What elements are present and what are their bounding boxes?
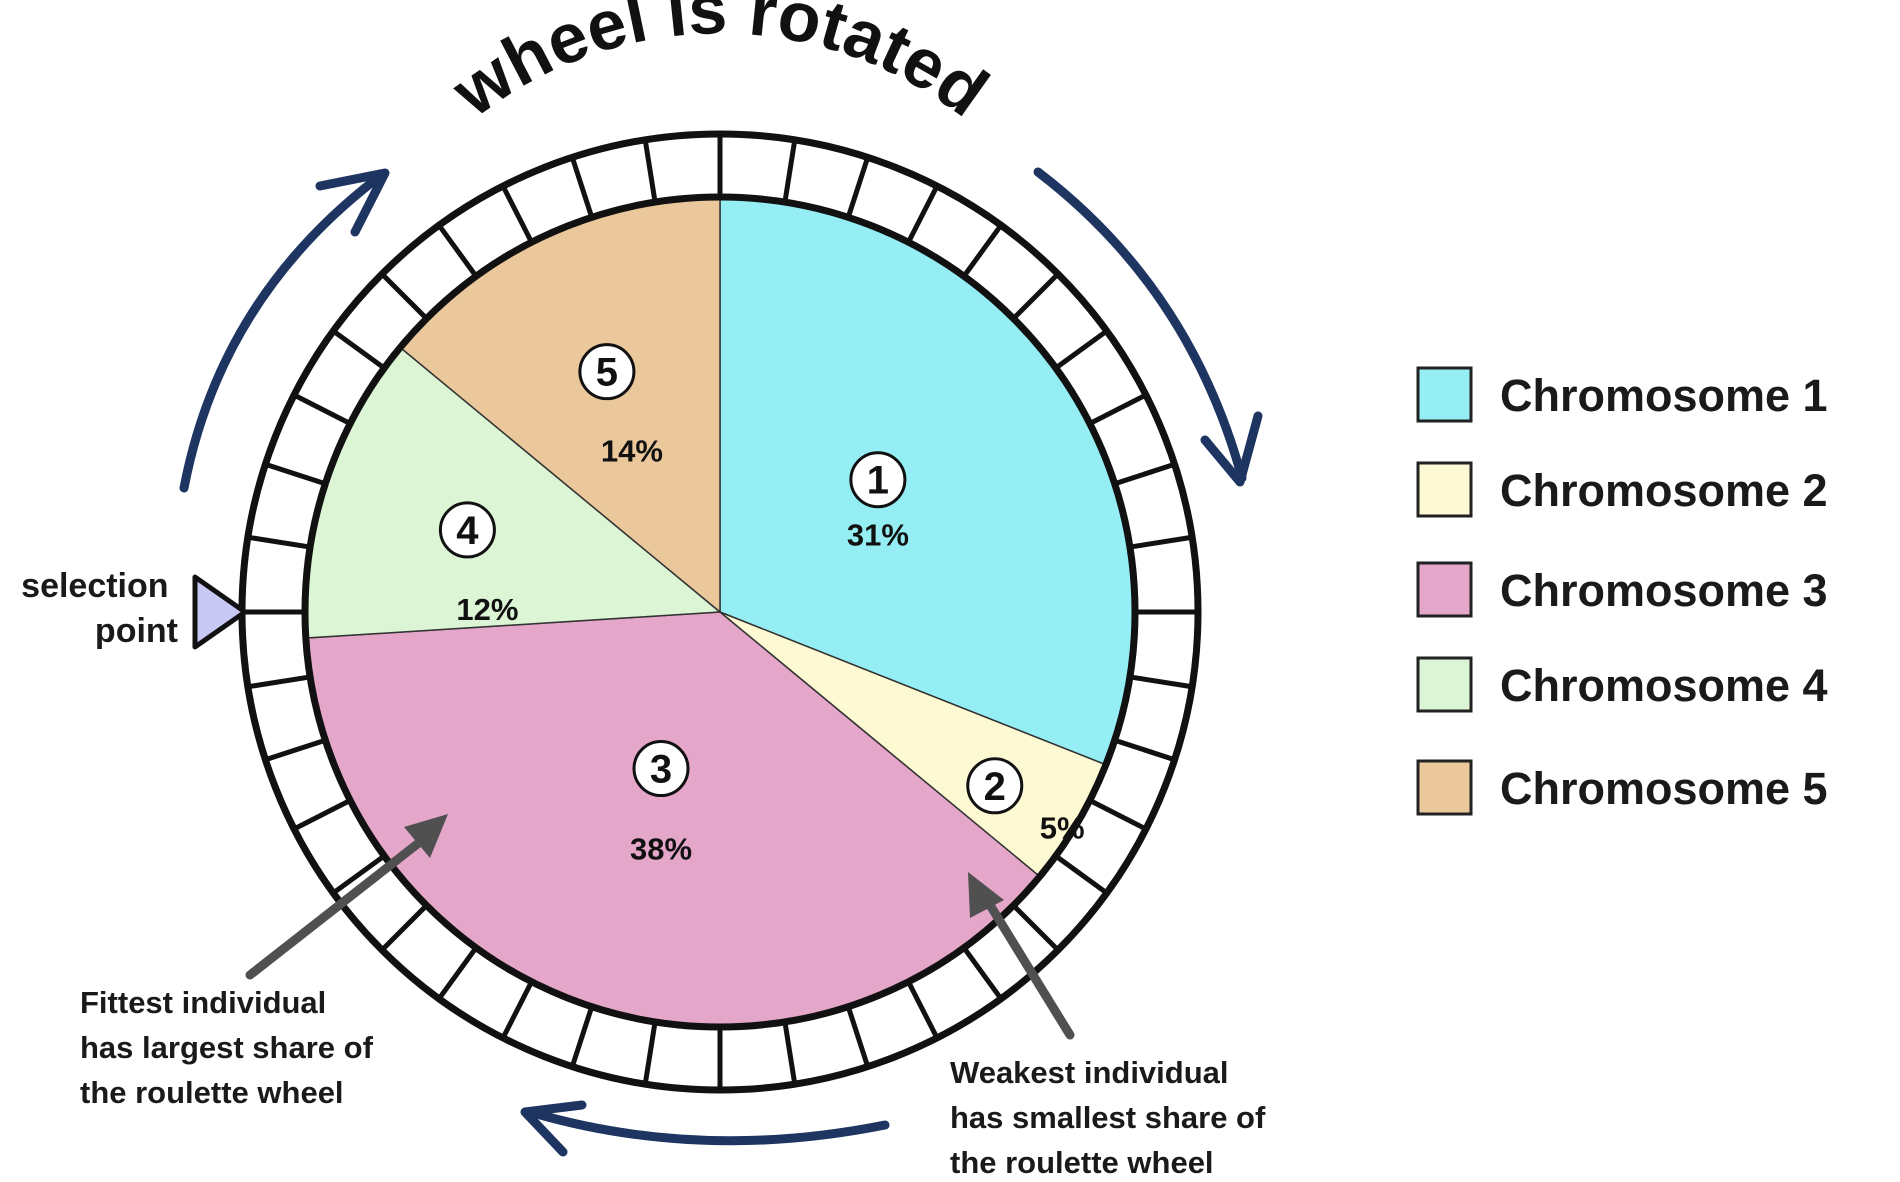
ring-divider	[961, 223, 1003, 278]
ring-divider	[500, 184, 534, 244]
ring-divider	[845, 156, 871, 219]
legend-swatch-3	[1416, 561, 1473, 618]
fittest-arrow-head	[404, 814, 448, 858]
slice-percent-4: 12%	[456, 592, 518, 627]
legend-label-3: Chromosome 3	[1500, 565, 1828, 616]
ring-divider	[1088, 798, 1148, 832]
fittest-line-2: has largest share of	[80, 1030, 374, 1065]
ring-divider	[1113, 737, 1176, 763]
ring-divider	[247, 674, 311, 690]
ring-divider	[1113, 461, 1176, 487]
legend-label-5: Chromosome 5	[1500, 763, 1828, 814]
selection-label: selection point	[21, 567, 178, 650]
ring-divider	[437, 946, 479, 1001]
selection-pointer	[192, 574, 248, 650]
ring-divider	[1011, 272, 1060, 321]
ring-divider	[569, 1005, 595, 1068]
slice-percent-1: 31%	[847, 517, 909, 552]
ring-divider	[642, 1021, 658, 1085]
slice-labels: 1 31% 2 5% 3 38% 4 12% 5 14%	[438, 343, 1085, 866]
rotation-arrow-right-head	[1200, 411, 1263, 487]
slice-percent-2: 5%	[1040, 810, 1085, 845]
slice-number-3: 3	[650, 748, 672, 792]
ring-divider	[906, 184, 940, 244]
ring-divider	[1054, 329, 1109, 371]
slice-number-1: 1	[867, 459, 889, 503]
legend-label-4: Chromosome 4	[1500, 660, 1828, 711]
weakest-line-3: the roulette wheel	[950, 1145, 1214, 1180]
ring-divider	[1054, 853, 1109, 895]
slice-number-badge-5	[578, 343, 636, 401]
rotation-arrows	[179, 167, 1263, 1157]
ring-divider	[380, 903, 429, 952]
ring-divider	[1011, 903, 1060, 952]
selection-label-line-1: selection	[21, 567, 168, 605]
slice-percent-5: 14%	[601, 434, 663, 469]
rotation-arrow-left	[179, 175, 380, 493]
ring-divider	[569, 156, 595, 219]
ring-divider	[1129, 674, 1193, 690]
annotation-arrows	[245, 814, 1075, 1040]
slice-number-4: 4	[456, 509, 479, 553]
ring-divider	[782, 1021, 798, 1085]
rotation-arrow-bottom-head	[520, 1100, 587, 1157]
ring-divider	[331, 329, 386, 371]
rotation-arrow-right	[1033, 167, 1247, 483]
slice-percent-3: 38%	[630, 831, 692, 866]
fittest-annotation: Fittest individual has largest share of …	[80, 985, 382, 1110]
ring-divider	[247, 534, 311, 550]
ring-divider	[961, 946, 1003, 1001]
legend-swatch-1	[1416, 366, 1473, 423]
slice-number-badge-2	[966, 757, 1024, 815]
diagram-title: wheel is rotated	[438, 0, 1002, 132]
weakest-arrow-head	[968, 872, 1004, 918]
fittest-arrow-line	[245, 833, 430, 980]
rotation-arrow-bottom	[525, 1107, 890, 1146]
legend-label-1: Chromosome 1	[1500, 370, 1828, 421]
rotation-arrow-left-head	[315, 168, 390, 237]
legend-swatch-2	[1416, 461, 1473, 518]
weakest-annotation: Weakest individual has smallest share of…	[950, 1055, 1274, 1180]
legend-swatch-4	[1416, 656, 1473, 713]
ring-divider	[1088, 392, 1148, 426]
ring-divider	[264, 461, 327, 487]
slice-number-2: 2	[984, 765, 1006, 809]
pie-slices	[301, 193, 1139, 1031]
ring-divider	[782, 139, 798, 203]
ring-divider	[437, 223, 479, 278]
pie-border	[301, 193, 1139, 1031]
ring-divider	[500, 980, 534, 1040]
weakest-line-2: has smallest share of	[950, 1100, 1266, 1135]
legend: Chromosome 1 Chromosome 2 Chromosome 3 Chro…	[1416, 366, 1828, 816]
ring-divider	[380, 272, 429, 321]
ring-divider	[264, 737, 327, 763]
ring-divider	[292, 392, 352, 426]
ring-divider	[642, 139, 658, 203]
slice-number-badge-4	[438, 501, 496, 559]
weakest-arrow-line	[985, 900, 1075, 1040]
selection-label-line-2: point	[95, 612, 178, 650]
legend-label-2: Chromosome 2	[1500, 465, 1828, 516]
slice-number-badge-1	[849, 451, 907, 509]
ring-divider	[845, 1005, 871, 1068]
slice-number-badge-3	[632, 740, 690, 798]
ring-divider	[331, 853, 386, 895]
ring-divider	[1129, 534, 1193, 550]
legend-swatch-5	[1416, 759, 1473, 816]
ring-divider	[906, 980, 940, 1040]
fittest-line-1: Fittest individual	[80, 985, 326, 1020]
ring-divider	[292, 798, 352, 832]
slice-number-5: 5	[596, 351, 618, 395]
diagram-title-path: wheel is rotated	[438, 0, 1002, 132]
fittest-line-3: the roulette wheel	[80, 1075, 344, 1110]
weakest-line-1: Weakest individual	[950, 1055, 1229, 1090]
